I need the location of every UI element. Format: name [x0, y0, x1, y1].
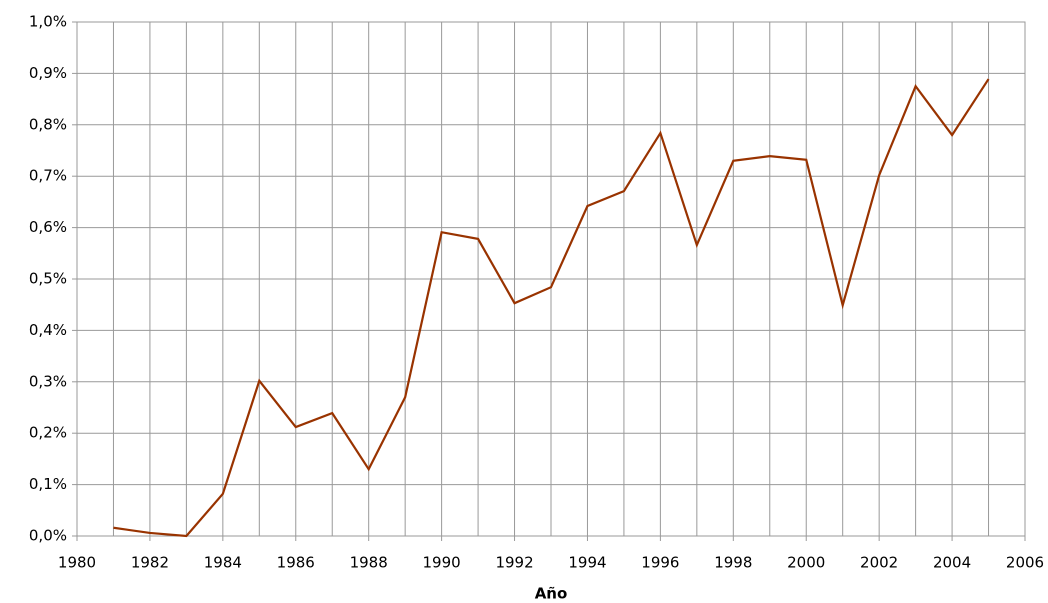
x-tick-label: 2004 — [933, 554, 971, 572]
y-tick-label: 0,9% — [29, 64, 67, 82]
x-tick-label: 2002 — [860, 554, 898, 572]
y-tick-label: 0,8% — [29, 115, 67, 133]
y-tick-label: 0,2% — [29, 424, 67, 442]
x-tick-label: 1990 — [423, 554, 461, 572]
data-line — [113, 78, 990, 538]
x-tick-label: 2000 — [787, 554, 825, 572]
y-tick-label: 0,6% — [29, 218, 67, 236]
x-tick-label: 1980 — [58, 554, 96, 572]
y-tick-label: 0,7% — [29, 167, 67, 185]
x-tick-label: 1996 — [641, 554, 679, 572]
y-tick-label: 0,5% — [29, 270, 67, 288]
x-tick-label: 1982 — [131, 554, 169, 572]
x-tick-label: 1984 — [204, 554, 242, 572]
plot-border — [76, 21, 1026, 537]
x-tick-label: 1986 — [277, 554, 315, 572]
x-axis-label: Año — [535, 585, 568, 603]
y-tick-label: 0,1% — [29, 475, 67, 493]
x-tick-label: 1992 — [495, 554, 533, 572]
y-tick-label: 0,4% — [29, 321, 67, 339]
y-tick-label: 1,0% — [29, 13, 67, 31]
x-tick-label: 2006 — [1006, 554, 1044, 572]
x-tick-label: 1998 — [714, 554, 752, 572]
y-tick-label: 0,0% — [29, 527, 67, 545]
y-tick-label: 0,3% — [29, 372, 67, 390]
x-tick-label: 1994 — [568, 554, 606, 572]
x-tick-label: 1988 — [350, 554, 388, 572]
